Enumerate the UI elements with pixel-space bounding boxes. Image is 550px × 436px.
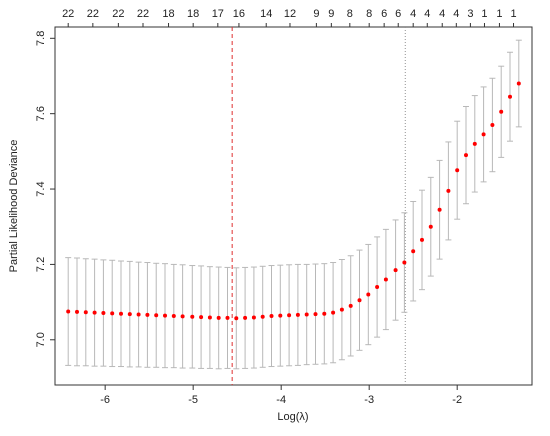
point: [66, 309, 71, 314]
point: [304, 312, 309, 317]
point: [383, 277, 388, 282]
point: [507, 94, 512, 99]
point: [269, 314, 274, 319]
point: [225, 315, 230, 320]
point: [199, 315, 204, 320]
point: [455, 168, 460, 173]
top-tick-label: 4: [424, 8, 430, 20]
point: [75, 309, 80, 314]
top-tick-label: 4: [453, 8, 459, 20]
point: [171, 314, 176, 319]
top-tick-label: 14: [260, 8, 272, 20]
point: [313, 312, 318, 317]
top-tick-label: 4: [410, 8, 416, 20]
point: [375, 285, 380, 290]
point: [348, 303, 353, 308]
x-axis-label: Log(λ): [277, 411, 308, 423]
x-tick-label: -3: [364, 394, 374, 406]
top-tick-label: 22: [137, 8, 149, 20]
point: [499, 109, 504, 114]
top-tick-label: 12: [284, 8, 296, 20]
y-tick-label: 7.8: [35, 31, 47, 46]
x-tick-label: -2: [452, 394, 462, 406]
top-tick-label: 22: [112, 8, 124, 20]
point: [260, 314, 265, 319]
top-tick-label: 4: [439, 8, 445, 20]
point: [92, 310, 97, 315]
point: [136, 312, 141, 317]
point: [411, 249, 416, 254]
top-tick-label: 9: [313, 8, 319, 20]
top-tick-label: 1: [481, 8, 487, 20]
point: [419, 237, 424, 242]
point: [463, 153, 468, 158]
point: [110, 311, 115, 316]
y-tick-label: 7.4: [35, 181, 47, 196]
top-tick-label: 3: [467, 8, 473, 20]
point: [393, 268, 398, 273]
point: [295, 312, 300, 317]
top-tick-label: 16: [233, 8, 245, 20]
top-tick-label: 22: [62, 8, 74, 20]
point: [339, 307, 344, 312]
point: [163, 313, 168, 318]
point: [446, 188, 451, 193]
top-tick-label: 18: [187, 8, 199, 20]
point: [119, 311, 124, 316]
x-tick-label: -4: [276, 394, 286, 406]
point: [481, 132, 486, 137]
point: [180, 314, 185, 319]
point: [243, 315, 248, 320]
point: [287, 313, 292, 318]
point: [428, 224, 433, 229]
point: [83, 310, 88, 315]
point: [216, 315, 221, 320]
top-tick-label: 1: [496, 8, 502, 20]
point: [516, 81, 521, 86]
point: [331, 310, 336, 315]
top-tick-label: 8: [347, 8, 353, 20]
point: [145, 312, 150, 317]
x-tick-label: -5: [188, 394, 198, 406]
top-tick-label: 17: [212, 8, 224, 20]
top-tick-label: 1: [510, 8, 516, 20]
top-tick-label: 9: [328, 8, 334, 20]
point: [190, 314, 195, 319]
x-tick-label: -6: [100, 394, 110, 406]
point: [490, 122, 495, 127]
top-tick-label: 22: [87, 8, 99, 20]
point: [207, 315, 212, 320]
y-axis-label: Partial Likelihood Deviance: [8, 140, 20, 273]
point: [402, 260, 407, 265]
point: [278, 313, 283, 318]
point: [322, 311, 327, 316]
point: [127, 312, 132, 317]
point: [234, 316, 239, 321]
point: [154, 313, 159, 318]
point: [251, 315, 256, 320]
top-tick-label: 6: [381, 8, 387, 20]
y-tick-label: 7.0: [35, 332, 47, 347]
point: [357, 298, 362, 303]
y-tick-label: 7.6: [35, 106, 47, 121]
point: [437, 207, 442, 212]
point: [472, 141, 477, 146]
y-tick-label: 7.2: [35, 257, 47, 272]
top-tick-label: 8: [366, 8, 372, 20]
top-tick-label: 6: [395, 8, 401, 20]
plot-frame: [54, 26, 533, 386]
point: [366, 292, 371, 297]
point: [101, 311, 106, 316]
top-tick-label: 18: [162, 8, 174, 20]
